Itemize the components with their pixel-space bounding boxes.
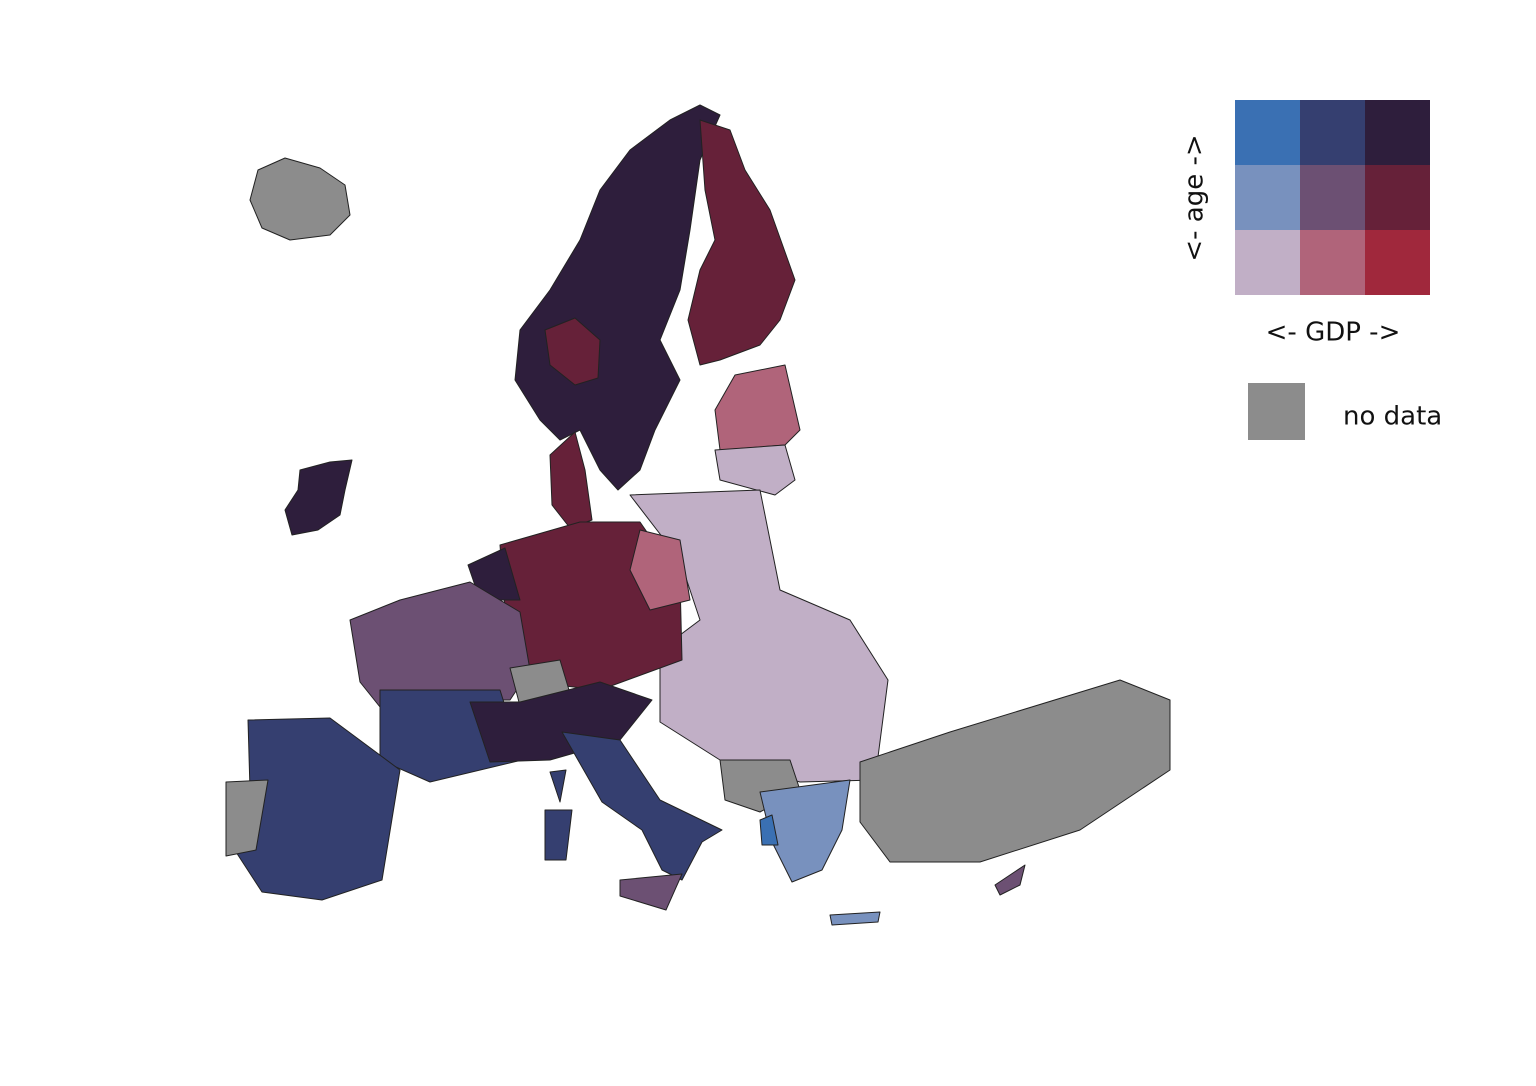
legend-cell: [1300, 165, 1365, 230]
region: [549, 769, 567, 803]
region: [549, 431, 593, 529]
region: [249, 157, 351, 241]
legend-cell: [1235, 165, 1300, 230]
region: [619, 873, 683, 911]
region: [759, 814, 779, 846]
region: [629, 529, 691, 611]
region: [829, 911, 881, 926]
region: [714, 364, 801, 451]
region: [687, 119, 796, 366]
legend-cell: [1300, 100, 1365, 165]
region: [714, 444, 796, 496]
map: [225, 104, 1171, 926]
region: [859, 679, 1171, 863]
region: [284, 459, 353, 536]
legend-y-label: <- age ->: [1180, 134, 1210, 261]
legend-cell: [1235, 230, 1300, 295]
region: [561, 731, 723, 881]
region: [514, 104, 721, 491]
legend-cell: [1300, 230, 1365, 295]
no-data-label: no data: [1343, 402, 1442, 432]
region: [225, 779, 269, 857]
region: [629, 489, 889, 783]
legend-x-label: <- GDP ->: [1266, 318, 1401, 348]
region: [994, 864, 1026, 896]
legend: [1235, 100, 1430, 295]
legend-cell: [1365, 100, 1430, 165]
region: [544, 809, 573, 861]
legend-cell: [1365, 165, 1430, 230]
legend-cell: [1365, 230, 1430, 295]
region: [544, 317, 601, 386]
no-data-swatch: [1248, 383, 1305, 440]
legend-cell: [1235, 100, 1300, 165]
